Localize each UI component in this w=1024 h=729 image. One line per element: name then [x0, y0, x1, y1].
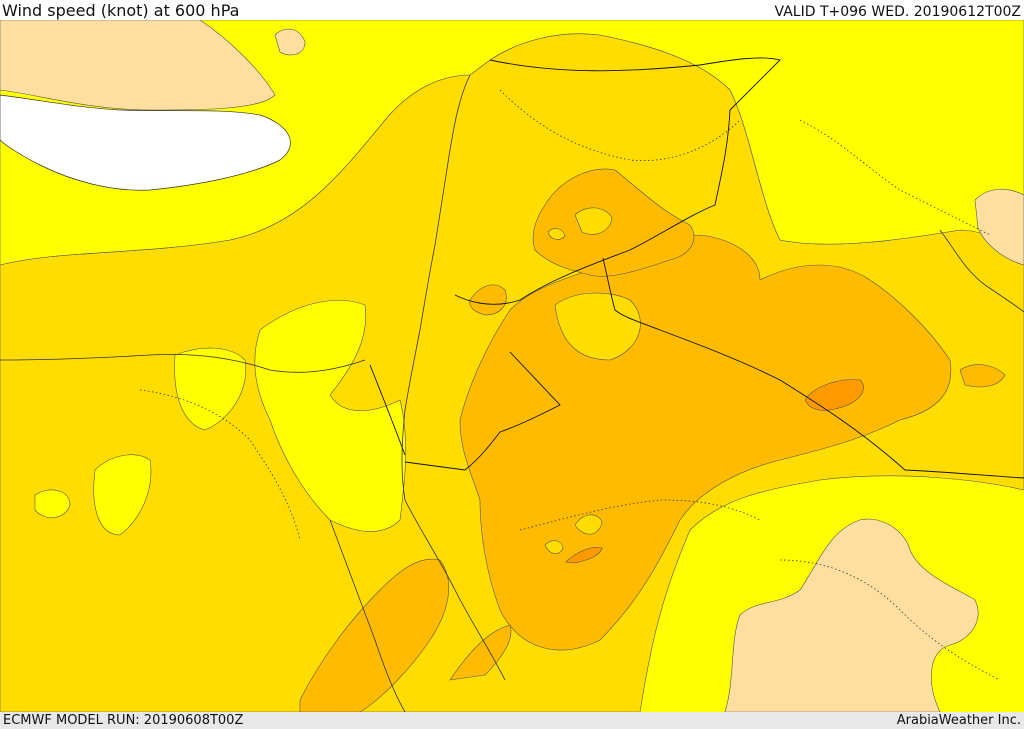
- band-yellow-hole-4: [544, 540, 564, 554]
- border-syria-iraq: [454, 57, 781, 305]
- credit-label: ArabiaWeather Inc.: [896, 713, 1021, 728]
- coastline-levant: [401, 74, 471, 501]
- band-gold-jordan: [469, 284, 507, 316]
- map-header: Wind speed (knot) at 600 hPa VALID T+096…: [0, 0, 1024, 20]
- band-yellow-hole-2: [547, 228, 566, 240]
- band-light-yellow-sinai: [254, 300, 407, 532]
- coastline-redsea-west: [329, 519, 406, 712]
- coastline-gulf: [939, 229, 1024, 313]
- band-orange-saudi: [565, 547, 603, 564]
- band-light-yellow-small: [34, 489, 71, 518]
- band-beige-small: [274, 28, 306, 56]
- band-orange-iraq: [804, 379, 864, 411]
- band-yellow-hole-1: [574, 207, 613, 235]
- band-light-yellow-west: [174, 347, 247, 431]
- map-canvas: [0, 20, 1024, 712]
- band-gold-aqaba: [449, 624, 512, 681]
- map-title: Wind speed (knot) at 600 hPa: [2, 1, 240, 20]
- band-gold-north: [532, 168, 695, 277]
- wind-speed-map: [0, 20, 1024, 712]
- coastline-egypt: [0, 353, 366, 373]
- border-egypt-sudan: [369, 364, 406, 456]
- band-gold-redsea: [299, 558, 450, 712]
- valid-time: VALID T+096 WED. 20190612T00Z: [774, 4, 1021, 20]
- coastline-redsea-east: [404, 499, 506, 681]
- band-yellow-hole-3: [554, 292, 641, 361]
- band-beige-ne: [974, 188, 1024, 266]
- border-jordan-saudi: [602, 257, 1024, 479]
- map-footer: ECMWF MODEL RUN: 20190608T00Z ArabiaWeat…: [0, 712, 1024, 729]
- band-gold-gulf: [959, 364, 1006, 388]
- sea-mediterranean-west: [0, 94, 291, 191]
- band-beige-arabia: [724, 518, 979, 712]
- band-beige-turkey: [0, 20, 276, 111]
- border-jordan-iraq: [404, 351, 561, 471]
- boundary-dotted-3: [779, 559, 1001, 681]
- band-light-yellow-nile: [93, 454, 152, 536]
- band-yellow-hole-5: [574, 514, 603, 535]
- model-run-label: ECMWF MODEL RUN: 20190608T00Z: [3, 713, 244, 728]
